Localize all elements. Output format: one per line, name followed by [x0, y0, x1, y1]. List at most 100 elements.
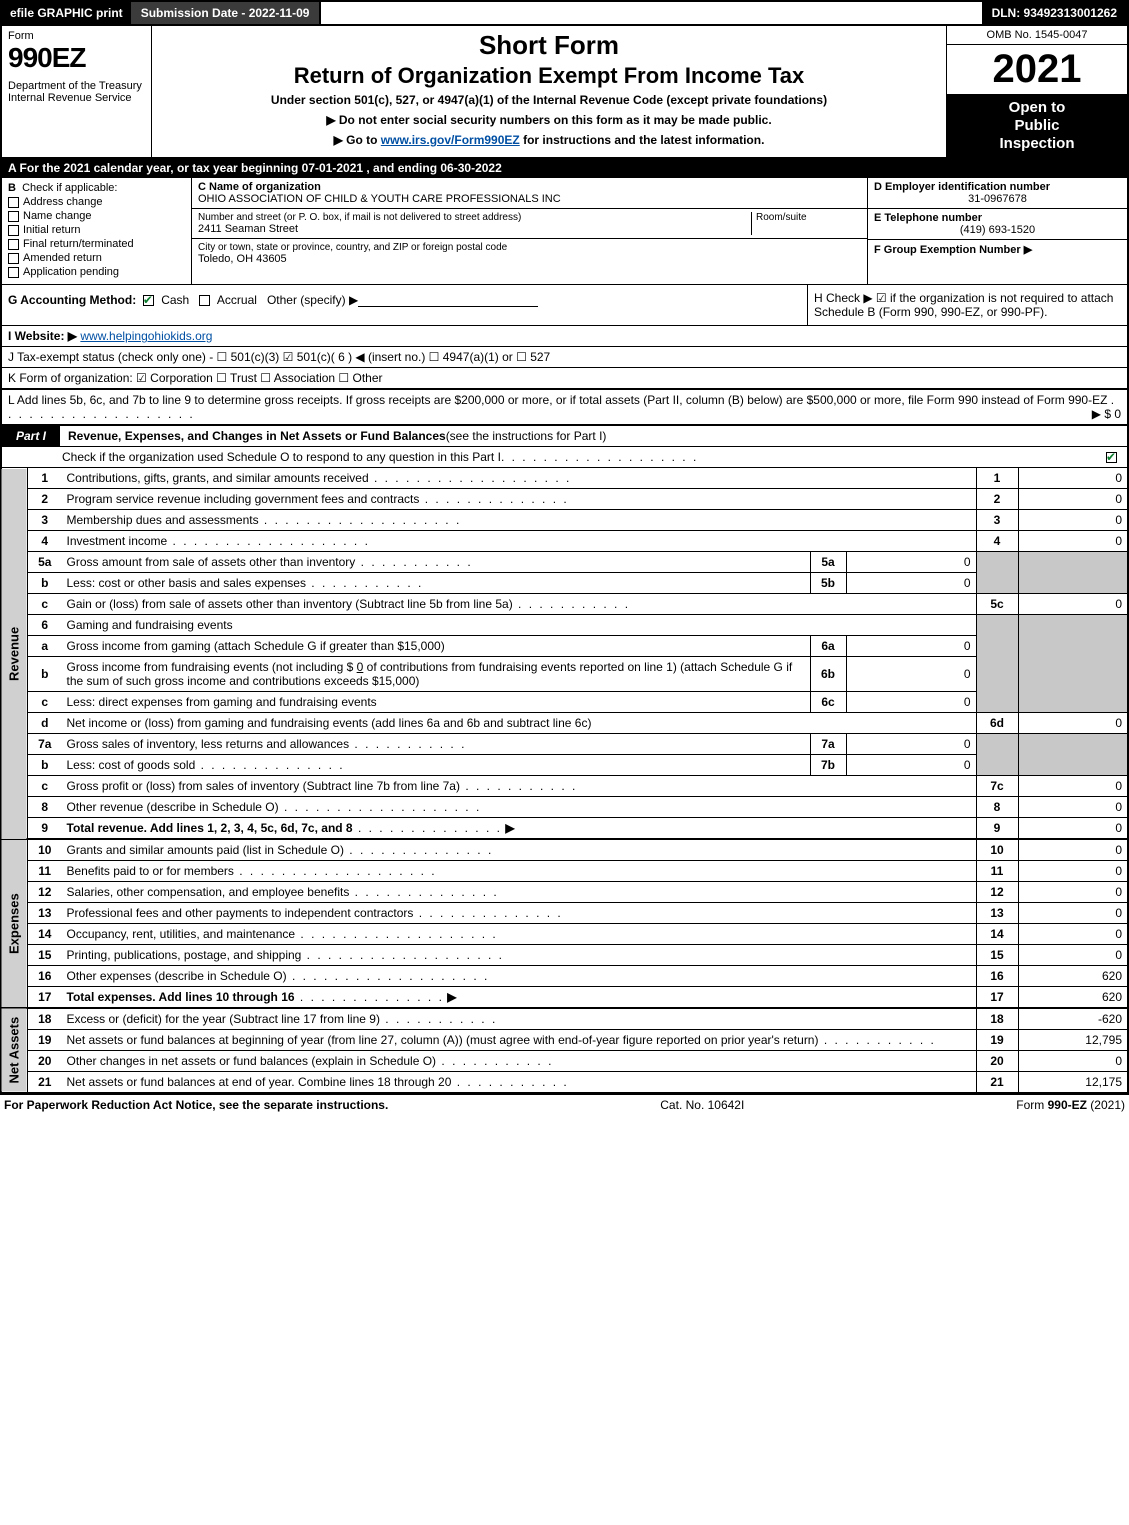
- l6a-mv: 0: [846, 636, 976, 657]
- top-bar-spacer: [321, 2, 981, 24]
- section-h: H Check ▶ ☑ if the organization is not r…: [807, 285, 1127, 325]
- line-21: 21 Net assets or fund balances at end of…: [1, 1072, 1128, 1093]
- h-text: H Check ▶ ☑ if the organization is not r…: [814, 291, 1113, 319]
- l14-dots: [295, 927, 498, 941]
- chk-cash[interactable]: [143, 295, 154, 306]
- header-left: Form 990EZ Department of the Treasury In…: [2, 26, 152, 157]
- l15-dots: [301, 948, 504, 962]
- city-label: City or town, state or province, country…: [198, 242, 861, 253]
- line-10: Expenses 10 Grants and similar amounts p…: [1, 839, 1128, 861]
- l10-dots: [344, 843, 493, 857]
- l5a-mv: 0: [846, 552, 976, 573]
- city-value: Toledo, OH 43605: [198, 253, 861, 265]
- part1-schedule-o-chk[interactable]: [1106, 452, 1117, 463]
- l2-dots: [419, 492, 568, 506]
- form-number: 990EZ: [8, 42, 145, 74]
- chk-final-return-label: Final return/terminated: [23, 238, 134, 250]
- l12-desc: Salaries, other compensation, and employ…: [67, 885, 350, 899]
- line-11: 11 Benefits paid to or for members 11 0: [1, 861, 1128, 882]
- l14-val: 0: [1018, 924, 1128, 945]
- street-row: Number and street (or P. O. box, if mail…: [192, 209, 867, 239]
- under-section-text: Under section 501(c), 527, or 4947(a)(1)…: [162, 93, 936, 107]
- l5c-dots: [513, 597, 630, 611]
- chk-final-return[interactable]: Final return/terminated: [8, 238, 185, 250]
- l1-dots: [369, 471, 572, 485]
- chk-initial-return[interactable]: Initial return: [8, 224, 185, 236]
- line-6: 6 Gaming and fundraising events: [1, 615, 1128, 636]
- netassets-side-label: Net Assets: [1, 1008, 28, 1093]
- l10-val: 0: [1018, 839, 1128, 861]
- l5a-desc: Gross amount from sale of assets other t…: [67, 555, 356, 569]
- footer-right-suf: (2021): [1087, 1098, 1125, 1112]
- l13-num: 13: [28, 903, 62, 924]
- form-header: Form 990EZ Department of the Treasury In…: [0, 26, 1129, 159]
- l7a-desc: Gross sales of inventory, less returns a…: [67, 737, 350, 751]
- l6d-desc: Net income or (loss) from gaming and fun…: [67, 716, 592, 730]
- l4-rn: 4: [976, 531, 1018, 552]
- l3-rn: 3: [976, 510, 1018, 531]
- b-letter: B: [8, 182, 16, 194]
- l4-val: 0: [1018, 531, 1128, 552]
- chk-name-change[interactable]: Name change: [8, 210, 185, 222]
- l10-num: 10: [28, 839, 62, 861]
- l16-val: 620: [1018, 966, 1128, 987]
- expenses-side-label: Expenses: [1, 839, 28, 1008]
- chk-amended-return[interactable]: Amended return: [8, 252, 185, 264]
- footer-right: Form 990-EZ (2021): [1016, 1098, 1125, 1112]
- l21-num: 21: [28, 1072, 62, 1093]
- l21-rn: 21: [976, 1072, 1018, 1093]
- other-specify-blank[interactable]: [358, 295, 538, 307]
- l20-dots: [436, 1054, 553, 1068]
- l7b-mv: 0: [846, 755, 976, 776]
- section-def: D Employer identification number 31-0967…: [867, 178, 1127, 284]
- website-link[interactable]: www.helpingohiokids.org: [80, 329, 212, 343]
- section-c: C Name of organization OHIO ASSOCIATION …: [192, 178, 867, 284]
- open-line2: Public: [949, 117, 1125, 135]
- line-16: 16 Other expenses (describe in Schedule …: [1, 966, 1128, 987]
- section-j: J Tax-exempt status (check only one) - ☐…: [0, 347, 1129, 368]
- l12-dots: [349, 885, 498, 899]
- l7b-dots: [195, 758, 344, 772]
- l21-desc: Net assets or fund balances at end of ye…: [67, 1075, 452, 1089]
- header-right: OMB No. 1545-0047 2021 Open to Public In…: [947, 26, 1127, 157]
- l6a-num: a: [28, 636, 62, 657]
- line-2: 2 Program service revenue including gove…: [1, 489, 1128, 510]
- efile-print-label[interactable]: efile GRAPHIC print: [2, 2, 131, 24]
- l5c-desc: Gain or (loss) from sale of assets other…: [67, 597, 513, 611]
- section-f: F Group Exemption Number ▶: [868, 240, 1127, 284]
- dln-label: DLN: 93492313001262: [982, 2, 1127, 24]
- open-line1: Open to: [949, 99, 1125, 117]
- l15-rn: 15: [976, 945, 1018, 966]
- section-e: E Telephone number (419) 693-1520: [868, 209, 1127, 240]
- line-17: 17 Total expenses. Add lines 10 through …: [1, 987, 1128, 1009]
- l21-dots: [451, 1075, 568, 1089]
- l7a-num: 7a: [28, 734, 62, 755]
- line-20: 20 Other changes in net assets or fund b…: [1, 1051, 1128, 1072]
- part1-sub: (see the instructions for Part I): [446, 429, 607, 443]
- l19-dots: [818, 1033, 935, 1047]
- part1-check-line: Check if the organization used Schedule …: [0, 447, 1129, 468]
- l6-num: 6: [28, 615, 62, 636]
- chk-application-pending[interactable]: Application pending: [8, 266, 185, 278]
- addr-label: Number and street (or P. O. box, if mail…: [198, 212, 751, 223]
- chk-accrual[interactable]: [199, 295, 210, 306]
- l14-num: 14: [28, 924, 62, 945]
- d-label: D Employer identification number: [874, 181, 1121, 193]
- line-5c: c Gain or (loss) from sale of assets oth…: [1, 594, 1128, 615]
- i-label: I Website: ▶: [8, 329, 77, 343]
- irs-link[interactable]: www.irs.gov/Form990EZ: [381, 133, 520, 147]
- l6c-ml: 6c: [810, 692, 846, 713]
- part1-table: Revenue 1 Contributions, gifts, grants, …: [0, 468, 1129, 1093]
- l7c-num: c: [28, 776, 62, 797]
- l9-desc: Total revenue. Add lines 1, 2, 3, 4, 5c,…: [67, 821, 353, 835]
- l9-dots: [353, 821, 502, 835]
- l5b-dots: [306, 576, 423, 590]
- chk-address-change[interactable]: Address change: [8, 196, 185, 208]
- revenue-side-label: Revenue: [1, 468, 28, 839]
- l10-rn: 10: [976, 839, 1018, 861]
- section-g: G Accounting Method: Cash Accrual Other …: [2, 285, 807, 325]
- room-label: Room/suite: [756, 212, 861, 223]
- l20-val: 0: [1018, 1051, 1128, 1072]
- l2-val: 0: [1018, 489, 1128, 510]
- chk-address-change-label: Address change: [23, 196, 103, 208]
